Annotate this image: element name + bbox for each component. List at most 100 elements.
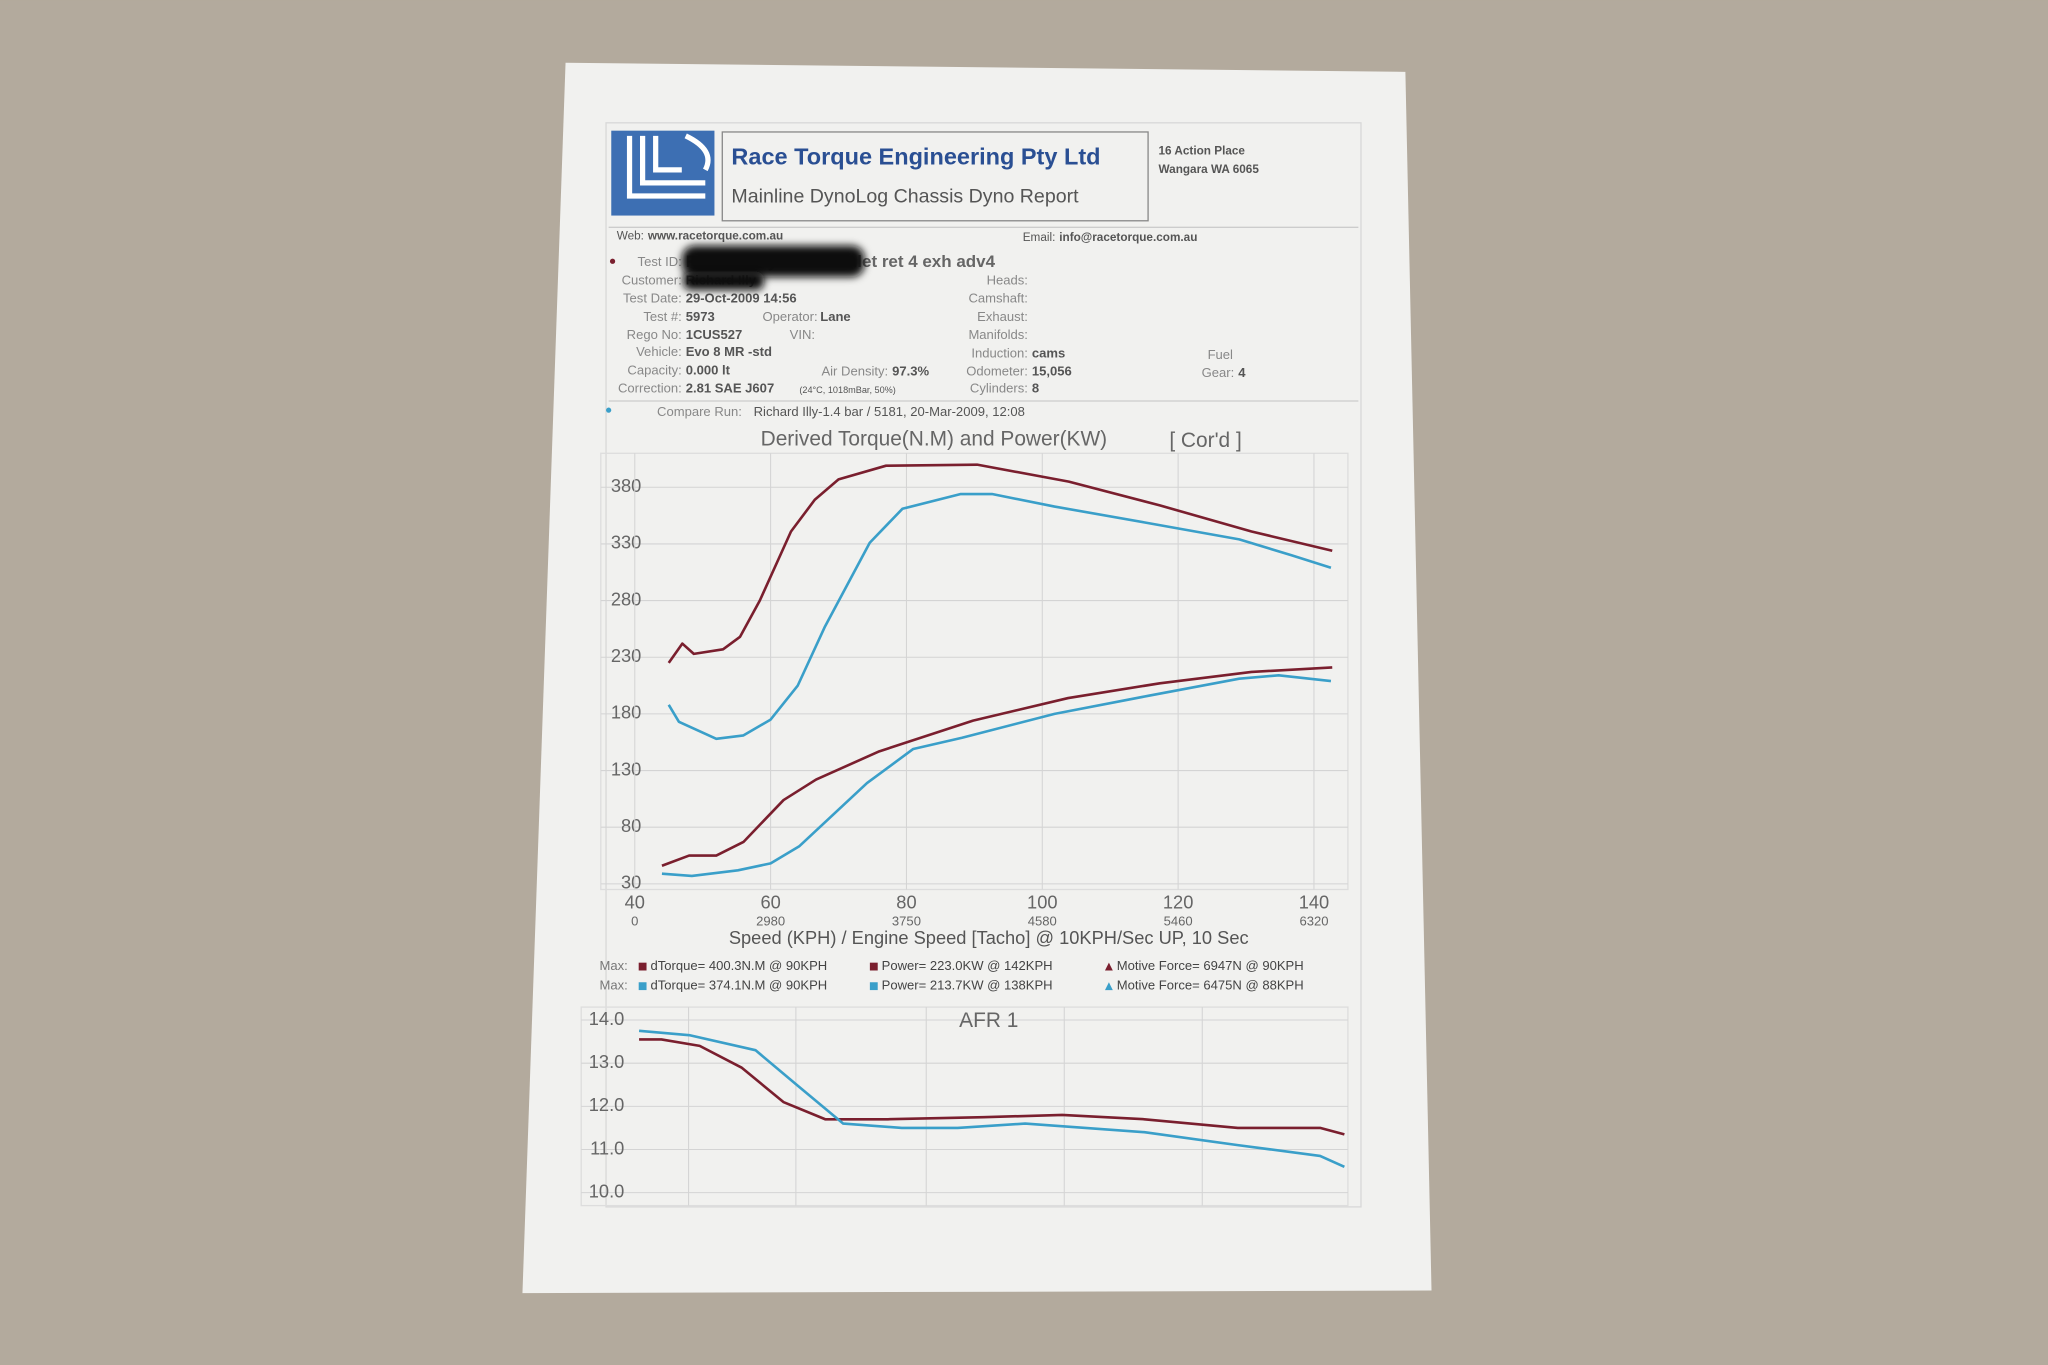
legend-swatch [1104, 982, 1113, 991]
field-value: Evo 8 MR -std [686, 344, 772, 359]
field-label: Operator: [763, 309, 818, 324]
field-value: 8 [1032, 381, 1039, 396]
field-label: Odometer: [966, 364, 1028, 379]
y-tick-label: 30 [621, 872, 641, 893]
y-tick-label: 80 [621, 815, 641, 836]
y-tick-label: 12.0 [589, 1094, 625, 1115]
report-title: Mainline DynoLog Chassis Dyno Report [731, 185, 1079, 207]
legend-swatch [638, 962, 647, 971]
field-label: Customer: [622, 272, 682, 287]
series-line [661, 666, 1333, 867]
field-label: Manifolds: [968, 327, 1027, 342]
logo [611, 130, 715, 216]
field-label: Induction: [971, 345, 1028, 360]
field-value: 15,056 [1032, 364, 1072, 379]
field-value: 5973 [686, 309, 715, 324]
report-frame [605, 122, 1362, 1208]
field-value: 4 [1238, 365, 1246, 380]
field-label: Test ID: [638, 254, 682, 269]
series-line [639, 1038, 1345, 1136]
y-tick-label: 10.0 [589, 1180, 625, 1201]
field-label: Compare Run: [657, 404, 742, 419]
max-value: Motive Force= 6475N @ 88KPH [1117, 978, 1304, 993]
rpm-tick-label: 4580 [1028, 914, 1057, 929]
field-value: 97.3% [892, 364, 929, 379]
series-line [667, 492, 1332, 741]
x-tick-label: 140 [1299, 892, 1329, 913]
field-value: Lane [820, 309, 850, 324]
legend-swatch [869, 962, 878, 971]
plot-frame [600, 452, 1349, 891]
max-value: dTorque= 400.3N.M @ 90KPH [650, 958, 827, 973]
x-axis-label: Speed (KPH) / Engine Speed [Tacho] @ 10K… [729, 927, 1249, 948]
max-label: Max: [600, 958, 628, 973]
compare-marker [606, 407, 612, 413]
max-value: dTorque= 374.1N.M @ 90KPH [650, 978, 827, 993]
y-tick-label: 280 [611, 588, 641, 609]
field-value: 1CUS527 [686, 327, 743, 342]
field-label: Correction: [618, 381, 682, 396]
redaction [683, 271, 765, 291]
rpm-tick-label: 0 [631, 914, 638, 929]
x-tick-label: 120 [1163, 892, 1193, 913]
chart-note: [ Cor'd ] [1169, 429, 1241, 452]
address: Wangara WA 6065 [1159, 163, 1260, 176]
field-label: Rego No: [627, 327, 682, 342]
y-tick-label: 330 [611, 532, 641, 553]
field-label: Fuel [1208, 347, 1233, 362]
legend-swatch [1104, 962, 1113, 971]
field-note: (24°C, 1018mBar, 50%) [799, 385, 895, 395]
rpm-tick-label: 3750 [892, 914, 921, 929]
field-label: Gear: [1202, 365, 1235, 380]
y-tick-label: 14.0 [589, 1008, 625, 1029]
series-line [638, 1029, 1345, 1169]
legend-swatch [869, 982, 878, 991]
field-label: Heads: [987, 272, 1028, 287]
field-label: VIN: [790, 327, 815, 342]
x-tick-label: 100 [1027, 892, 1057, 913]
company-name: Race Torque Engineering Pty Ltd [731, 143, 1100, 169]
email: info@racetorque.com.au [1059, 231, 1197, 244]
max-value: Motive Force= 6947N @ 90KPH [1117, 958, 1304, 973]
chart-title: AFR 1 [959, 1009, 1018, 1032]
field-label: Cylinders: [970, 381, 1028, 396]
y-tick-label: 180 [611, 702, 641, 723]
field-label: Camshaft: [968, 291, 1027, 306]
y-tick-label: 230 [611, 645, 641, 666]
rpm-tick-label: 2980 [756, 914, 785, 929]
legend-swatch [638, 982, 647, 991]
field-label: Vehicle: [636, 344, 682, 359]
field-label: Test #: [643, 309, 681, 324]
field-value: Richard Illy-1.4 bar / 5181, 20-Mar-2009… [754, 404, 1025, 419]
series-line [661, 674, 1332, 878]
title-box [721, 131, 1149, 222]
paper [522, 62, 1432, 1294]
y-tick-label: 13.0 [589, 1051, 625, 1072]
max-value: Power= 223.0KW @ 142KPH [882, 958, 1053, 973]
redaction [681, 245, 865, 277]
test-marker [609, 258, 616, 264]
address: 16 Action Place [1159, 145, 1246, 158]
field-label: Exhaust: [977, 309, 1028, 324]
x-tick-label: 60 [760, 892, 780, 913]
series-line [667, 463, 1333, 664]
x-tick-label: 80 [896, 892, 916, 913]
y-tick-label: 380 [611, 475, 641, 496]
field-value: 0.000 lt [686, 362, 731, 377]
field-label: Test Date: [623, 291, 682, 306]
max-label: Max: [600, 978, 628, 993]
max-value: Power= 213.7KW @ 138KPH [882, 978, 1053, 993]
field-label: Web: [617, 230, 644, 243]
rpm-tick-label: 5460 [1164, 914, 1193, 929]
web: www.racetorque.com.au [647, 230, 783, 243]
chart-title: Derived Torque(N.M) and Power(KW) [761, 428, 1107, 451]
y-tick-label: 130 [611, 758, 641, 779]
y-tick-label: 11.0 [590, 1137, 624, 1158]
x-tick-label: 40 [625, 892, 645, 913]
field-value: 2.81 SAE J607 [686, 381, 775, 396]
rpm-tick-label: 6320 [1299, 914, 1328, 929]
field-label: Capacity: [627, 362, 681, 377]
field-label: Email: [1023, 231, 1056, 244]
